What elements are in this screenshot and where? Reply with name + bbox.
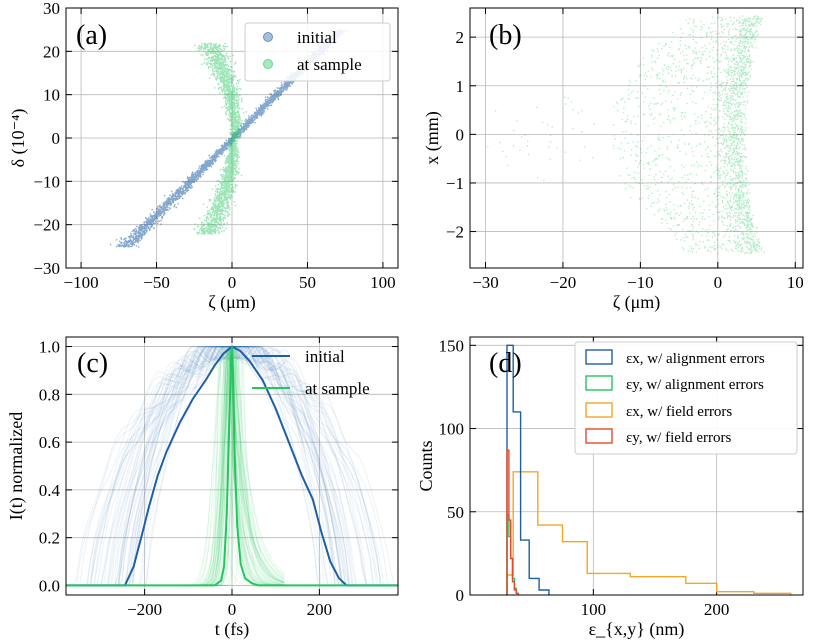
grid-lines <box>470 8 803 268</box>
at-sample-points <box>487 15 765 255</box>
legend: initial at sample <box>252 347 370 398</box>
y-tick-label: 1 <box>456 77 465 96</box>
x-axis-label: t (fs) <box>215 619 250 640</box>
legend-label-1: εx, w/ alignment errors <box>626 351 765 367</box>
y-tick-label: 0 <box>52 129 61 148</box>
at-sample-shot-trace <box>179 345 285 586</box>
x-tick-label: 200 <box>307 600 333 619</box>
y-tick-label: 0.2 <box>39 529 60 548</box>
legend: εx, w/ alignment errors εy, w/ alignment … <box>574 341 798 455</box>
at-sample-line <box>66 346 398 587</box>
plot-frame <box>65 7 399 269</box>
panel-label: (a) <box>76 20 107 51</box>
legend-box <box>244 22 391 82</box>
y-axis-label: I(t) normalized <box>6 412 27 520</box>
panel-d: 100 200 0 50 100 150 ε_{x,y} (nm) Counts εx, w/ … <box>416 336 804 640</box>
x-tick-label: 0 <box>228 273 237 292</box>
x-tick-label: −20 <box>550 273 577 292</box>
y-tick-label: 1.0 <box>39 338 60 357</box>
legend-label-at-sample: at sample <box>305 379 370 398</box>
y-tick-label: −20 <box>33 216 60 235</box>
legend-label-initial: initial <box>305 347 345 366</box>
y-tick-label: −2 <box>446 223 464 242</box>
legend-swatch-1 <box>585 349 613 365</box>
y-tick-label: 150 <box>439 336 465 355</box>
y-tick-label: 20 <box>43 42 60 61</box>
histogram-series-3 <box>506 471 792 595</box>
y-tick-label: 0 <box>456 125 465 144</box>
at-sample-shot-trace <box>179 346 285 586</box>
y-tick-label: −1 <box>446 174 464 193</box>
histograms <box>506 344 792 595</box>
legend-label-3: εx, w/ field errors <box>626 404 732 420</box>
x-tick-label: −100 <box>64 273 99 292</box>
legend-swatch-4 <box>585 428 613 444</box>
x-axis-label: ε_{x,y} (nm) <box>589 619 685 640</box>
x-tick-label: 10 <box>787 273 804 292</box>
y-tick-label: 2 <box>456 28 465 47</box>
y-tick-label: 0.8 <box>39 385 60 404</box>
y-axis-label: δ (10⁻⁴) <box>8 109 29 168</box>
x-tick-label: 50 <box>299 273 316 292</box>
profile-lines <box>66 345 398 587</box>
legend-label-initial: initial <box>297 28 337 47</box>
x-tick-label: −10 <box>627 273 654 292</box>
panel-label: (d) <box>489 348 522 379</box>
y-tick-label: 100 <box>439 420 465 439</box>
x-tick-label: −200 <box>127 600 162 619</box>
legend: initial at sample <box>244 22 391 82</box>
scatter-points <box>109 29 348 248</box>
x-axis-label: ζ (μm) <box>613 292 661 313</box>
y-tick-label: 10 <box>43 86 60 105</box>
plot-frame <box>469 7 804 269</box>
x-tick-label: −50 <box>143 273 170 292</box>
x-tick-label: 100 <box>581 600 607 619</box>
y-tick-label: 0.6 <box>39 433 60 452</box>
panel-label: (b) <box>489 20 522 51</box>
x-tick-label: 100 <box>370 273 396 292</box>
legend-box <box>574 341 798 455</box>
x-tick-label: 0 <box>228 600 237 619</box>
plot-frame <box>65 336 399 596</box>
x-axis-label: ζ (μm) <box>208 292 256 313</box>
panel-label: (c) <box>77 348 108 379</box>
y-tick-label: 50 <box>447 503 464 522</box>
legend-swatch-3 <box>585 402 613 418</box>
histogram-series-4 <box>506 449 519 595</box>
y-tick-label: 30 <box>43 0 60 18</box>
y-tick-label: 0.4 <box>39 481 61 500</box>
at-sample-shot-trace <box>179 346 285 586</box>
y-axis-label: Counts <box>416 440 436 491</box>
y-tick-label: 0 <box>456 586 465 605</box>
plot-frame <box>469 336 804 596</box>
initial-points <box>109 29 348 248</box>
legend-swatch-2 <box>585 375 613 391</box>
x-tick-label: −30 <box>472 273 499 292</box>
y-tick-label: −30 <box>33 259 60 278</box>
y-axis-label: x (mm) <box>422 111 443 165</box>
y-tick-label: −10 <box>33 172 60 191</box>
legend-marker-initial <box>263 32 273 42</box>
x-tick-label: 200 <box>704 600 730 619</box>
panel-c: −200 0 200 0.0 0.2 0.4 0.6 0.8 1.0 t (fs) I(t) nor… <box>6 336 399 640</box>
x-tick-label: 0 <box>714 273 723 292</box>
scatter-points <box>487 15 765 255</box>
legend-label-at-sample: at sample <box>297 55 362 74</box>
at-sample-points <box>193 42 247 235</box>
legend-label-4: εy, w/ field errors <box>626 430 731 446</box>
legend-label-2: εy, w/ alignment errors <box>626 377 764 393</box>
legend-marker-at-sample <box>263 59 273 69</box>
histogram-series-1 <box>506 344 550 595</box>
y-tick-label: 0.0 <box>39 576 60 595</box>
